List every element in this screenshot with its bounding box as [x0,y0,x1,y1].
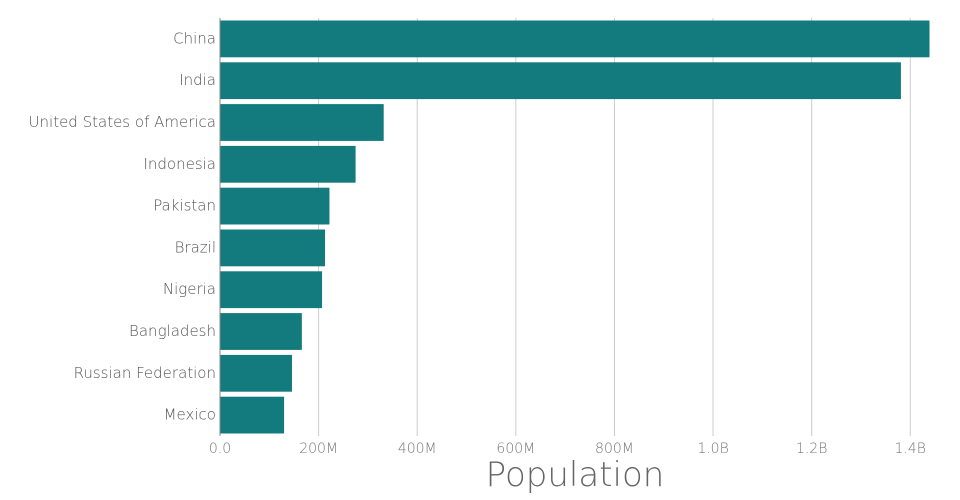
x-tick-label: 0.0 [209,441,231,457]
category-label: Russian Federation [74,364,216,382]
x-tick-label: 1.2B [796,441,827,457]
bar-nigeria [220,271,323,309]
bar-pakistan [220,187,330,225]
x-tick-label: 600M [496,441,535,457]
bars [220,20,930,434]
x-tick-label: 1.4B [895,441,926,457]
x-tick-label: 1.0B [697,441,728,457]
category-label: Bangladesh [129,322,216,340]
category-label: China [173,29,216,47]
category-label: Mexico [164,406,216,424]
category-label: India [179,71,216,89]
category-label: United States of America [29,113,216,131]
category-label: Nigeria [163,280,216,298]
bar-united-states-of-america [220,104,384,141]
x-tick-labels: 0.0 200M 400M 600M 800M 1.0B 1.2B 1.4B [209,441,926,457]
category-label: Brazil [175,238,216,256]
x-tick-label: 200M [299,441,338,457]
category-labels: China India United States of America Indone… [29,29,216,423]
x-tick-label: 800M [595,441,634,457]
bar-mexico [220,396,285,434]
bar-india [220,62,901,100]
x-tick-label: 400M [398,441,437,457]
bar-china [220,20,930,58]
x-axis-title: Population [486,455,665,495]
category-label: Pakistan [153,197,216,215]
bar-indonesia [220,145,356,183]
category-label: Indonesia [143,155,216,173]
bar-bangladesh [220,313,302,350]
bar-russian-federation [220,354,292,392]
bar-brazil [220,229,326,267]
